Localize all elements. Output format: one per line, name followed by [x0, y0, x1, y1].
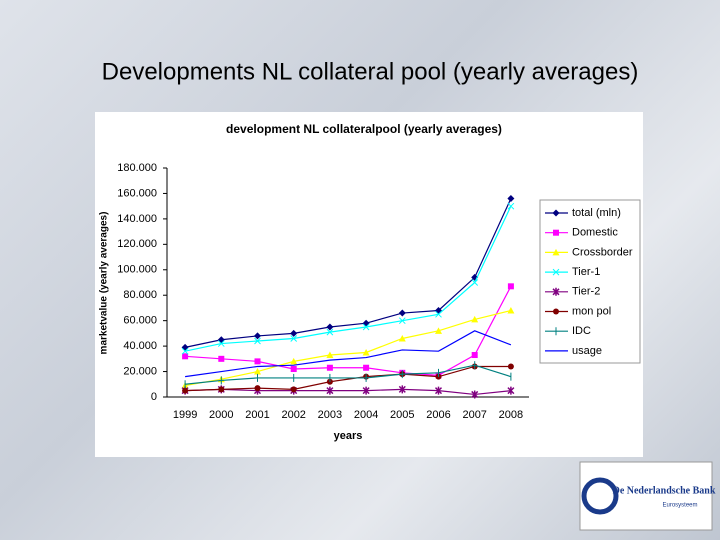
marker — [326, 364, 333, 371]
marker — [326, 328, 334, 336]
series-line — [184, 205, 512, 352]
marker — [290, 357, 298, 365]
x-tick-label: 2003 — [318, 409, 342, 421]
marker — [471, 279, 479, 286]
marker — [290, 386, 297, 393]
marker — [507, 202, 515, 210]
y-tick-label: 60.000 — [123, 315, 157, 327]
series-line — [185, 364, 512, 385]
marker — [507, 306, 515, 314]
marker — [182, 387, 189, 394]
chart-title: development NL collateralpool (yearly av… — [226, 122, 502, 136]
logo-box — [579, 461, 713, 531]
x-tick-label: 2007 — [462, 409, 486, 421]
legend-label: Domestic — [572, 227, 618, 239]
marker — [254, 332, 261, 340]
marker — [290, 329, 298, 337]
logo-subtitle: Eurosysteem — [662, 503, 697, 509]
series-line — [185, 286, 512, 376]
y-tick-label: 120.000 — [117, 238, 157, 250]
y-tick-label: 0 — [151, 391, 157, 403]
legend-label: Tier-1 — [572, 266, 600, 278]
marker — [326, 351, 334, 359]
marker — [254, 385, 261, 392]
y-tick-label: 40.000 — [123, 340, 157, 352]
marker — [398, 385, 406, 394]
x-tick-label: 2008 — [499, 409, 523, 421]
marker — [362, 348, 370, 356]
marker — [552, 248, 560, 256]
logo-icon — [581, 477, 619, 515]
y-tick-label: 140.000 — [117, 213, 157, 225]
series-line — [185, 365, 511, 392]
legend-label: IDC — [572, 325, 591, 337]
marker — [471, 390, 479, 399]
legend-label: Tier-2 — [572, 286, 600, 298]
y-tick-label: 160.000 — [117, 187, 157, 199]
y-tick-label: 100.000 — [117, 264, 157, 276]
marker — [362, 323, 370, 331]
marker — [507, 363, 514, 370]
y-axis-label: marketvalue (yearly averages) — [99, 212, 110, 355]
legend-label: Crossborder — [572, 246, 633, 258]
marker — [507, 386, 515, 395]
logo-name: De Nederlandsche Bank — [613, 485, 716, 496]
marker — [507, 283, 514, 290]
legend-label: usage — [572, 345, 602, 357]
marker — [362, 386, 370, 395]
marker — [435, 310, 442, 318]
marker — [290, 335, 298, 342]
marker — [434, 386, 443, 395]
x-tick-label: 2006 — [426, 409, 450, 421]
marker — [553, 229, 559, 236]
marker — [326, 323, 334, 331]
x-axis-label: years — [334, 430, 363, 442]
marker — [326, 386, 334, 395]
marker — [218, 386, 225, 393]
marker — [218, 355, 225, 362]
marker — [254, 368, 261, 375]
marker — [435, 327, 442, 334]
series-line — [184, 309, 512, 387]
marker — [363, 364, 370, 371]
series-line — [184, 198, 512, 348]
x-tick-label: 2004 — [354, 409, 378, 421]
marker — [552, 268, 560, 276]
series-line — [185, 388, 511, 396]
x-tick-label: 2002 — [281, 409, 305, 421]
marker — [182, 353, 189, 360]
legend-label: total (mln) — [572, 207, 621, 219]
marker — [254, 358, 261, 365]
marker — [552, 209, 560, 217]
x-tick-label: 2001 — [245, 409, 269, 421]
marker — [290, 366, 297, 373]
x-tick-label: 2005 — [390, 409, 414, 421]
y-tick-label: 80.000 — [123, 289, 157, 301]
y-tick-label: 20.000 — [123, 365, 157, 377]
legend-label: mon pol — [572, 305, 611, 317]
marker — [552, 287, 560, 296]
legend-box — [539, 199, 641, 364]
marker — [398, 317, 406, 325]
marker — [471, 352, 478, 359]
marker — [398, 334, 406, 342]
marker — [217, 340, 225, 347]
marker — [181, 347, 189, 355]
marker — [471, 315, 479, 323]
marker — [507, 195, 515, 203]
series-line — [185, 330, 512, 378]
marker — [398, 309, 406, 317]
x-tick-label: 1999 — [173, 409, 197, 421]
y-tick-label: 180.000 — [117, 162, 157, 174]
x-tick-label: 2000 — [209, 409, 233, 421]
slide-title: Developments NL collateral pool (yearly … — [102, 58, 639, 85]
marker — [254, 337, 261, 345]
marker — [553, 308, 559, 315]
